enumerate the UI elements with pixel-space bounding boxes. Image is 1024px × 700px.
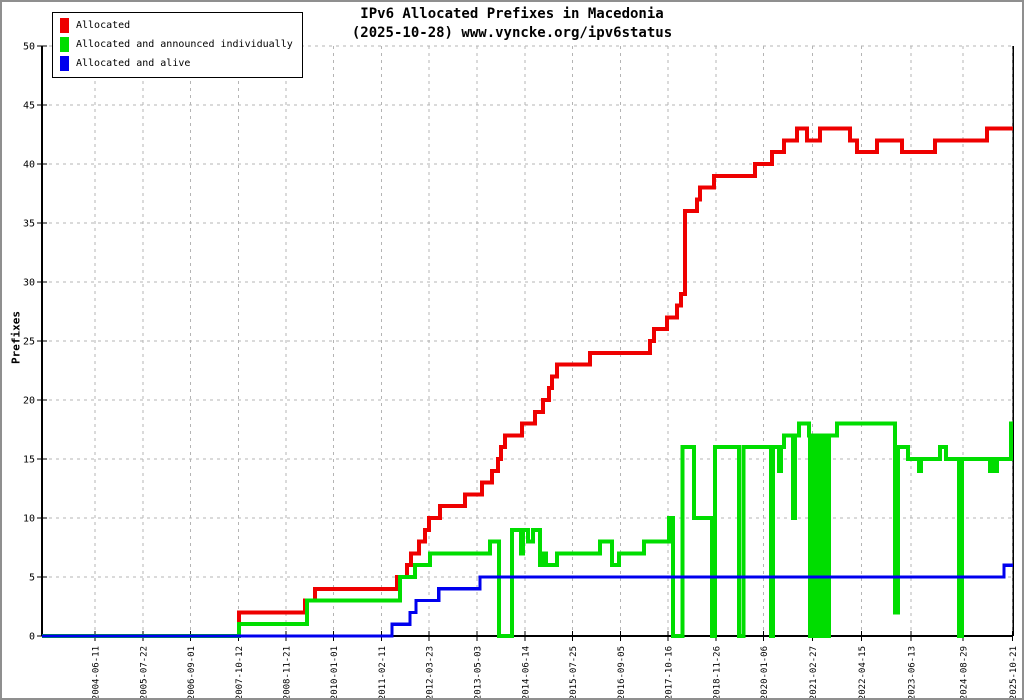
svg-text:25: 25 [23, 337, 35, 348]
series-allocated-and-announced-individually [42, 421, 1013, 638]
legend-label-announced: Allocated and announced individually [76, 39, 293, 50]
chart-title-block: IPv6 Allocated Prefixes in Macedonia (20… [2, 5, 1022, 43]
y-tick-labels: 0 5 10 15 20 25 30 35 40 45 50 [23, 42, 35, 643]
svg-text:40: 40 [23, 160, 35, 171]
svg-text:2008-11-21: 2008-11-21 [282, 646, 292, 700]
svg-text:2018-11-26: 2018-11-26 [712, 646, 722, 700]
svg-text:45: 45 [23, 101, 35, 112]
svg-text:2024-08-29: 2024-08-29 [960, 646, 970, 700]
svg-text:50: 50 [23, 42, 35, 53]
svg-text:0: 0 [29, 632, 35, 643]
svg-text:5: 5 [29, 573, 35, 584]
svg-text:35: 35 [23, 219, 35, 230]
legend-item-announced: Allocated and announced individually [60, 35, 293, 54]
series-allocated-and-alive [42, 563, 1013, 638]
svg-text:2005-07-22: 2005-07-22 [139, 646, 149, 700]
svg-text:2012-03-23: 2012-03-23 [426, 646, 436, 700]
svg-text:2014-06-14: 2014-06-14 [521, 646, 531, 700]
svg-text:30: 30 [23, 278, 35, 289]
legend-item-alive: Allocated and alive [60, 54, 293, 73]
svg-text:15: 15 [23, 455, 35, 466]
legend-item-allocated: Allocated [60, 16, 293, 35]
svg-text:20: 20 [23, 396, 35, 407]
legend-swatch-alive [60, 56, 69, 71]
svg-text:2022-04-15: 2022-04-15 [858, 646, 868, 700]
legend-label-alive: Allocated and alive [76, 58, 191, 69]
legend-swatch-announced [60, 37, 69, 52]
svg-text:2007-10-12: 2007-10-12 [235, 646, 245, 700]
legend-swatch-allocated [60, 18, 69, 33]
svg-text:2021-02-27: 2021-02-27 [809, 646, 819, 700]
svg-text:2023-06-13: 2023-06-13 [908, 646, 918, 700]
svg-text:10: 10 [23, 514, 35, 525]
legend: Allocated Allocated and announced indivi… [52, 12, 303, 78]
legend-label-allocated: Allocated [76, 20, 131, 31]
svg-text:2010-01-01: 2010-01-01 [330, 646, 340, 700]
gridlines [42, 45, 1013, 636]
chart-title: IPv6 Allocated Prefixes in Macedonia [360, 6, 664, 22]
svg-text:2016-09-05: 2016-09-05 [617, 646, 627, 700]
svg-text:2013-05-03: 2013-05-03 [473, 646, 483, 700]
svg-text:2006-09-01: 2006-09-01 [187, 646, 197, 700]
series-allocated [42, 126, 1013, 638]
svg-text:2020-01-06: 2020-01-06 [760, 646, 770, 700]
x-tick-labels: 2004-06-11 2005-07-22 2006-09-01 2007-10-12… [91, 646, 1019, 700]
svg-text:2015-07-25: 2015-07-25 [569, 646, 579, 700]
svg-text:2011-02-11: 2011-02-11 [378, 646, 388, 700]
chart-subtitle: (2025-10-28) www.vyncke.org/ipv6status [351, 25, 673, 41]
y-axis-label: Prefixes [9, 311, 23, 364]
svg-text:2017-10-16: 2017-10-16 [665, 646, 675, 700]
svg-text:2004-06-11: 2004-06-11 [91, 646, 101, 700]
svg-text:2025-10-21: 2025-10-21 [1009, 646, 1019, 700]
